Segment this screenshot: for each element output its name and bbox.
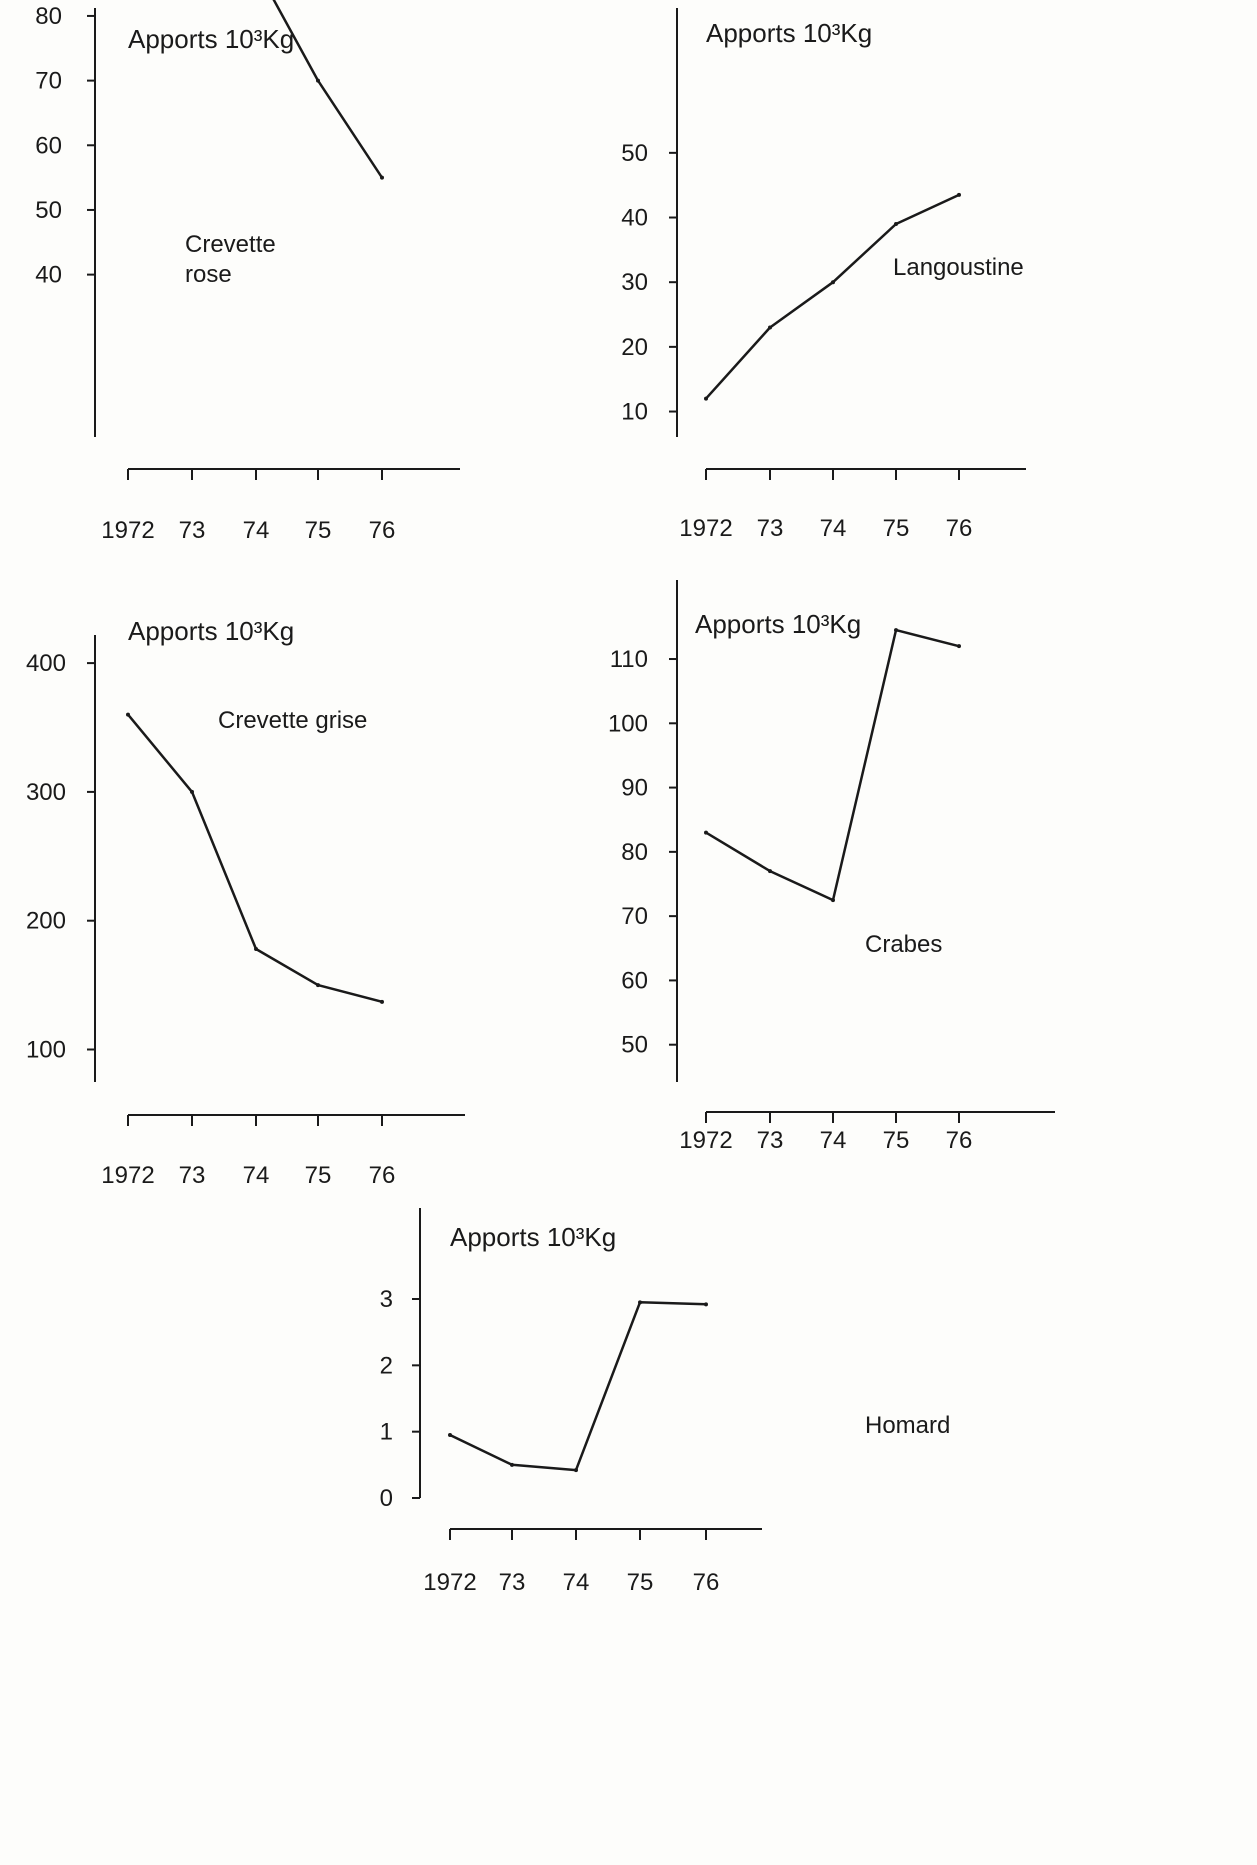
x-tick-label: 74 <box>243 1162 270 1189</box>
x-tick-label: 76 <box>693 1569 720 1596</box>
chart-title: Apports 10³Kg <box>695 609 861 639</box>
data-point <box>316 983 320 987</box>
y-tick-label: 2 <box>380 1352 393 1379</box>
y-tick-label: 80 <box>621 839 648 866</box>
x-tick-label: 1972 <box>679 1127 732 1154</box>
species-label: Crabes <box>865 931 942 958</box>
x-tick-label: 73 <box>757 1127 784 1154</box>
series-line <box>706 630 959 900</box>
y-tick-label: 100 <box>26 1037 66 1064</box>
chart-crabes: Apports 10³Kg 50 60 70 80 90 100 110 1972 73 74 75 7… <box>608 580 1055 1154</box>
data-point <box>510 1463 514 1467</box>
x-tick-label: 76 <box>369 517 396 544</box>
y-tick-label: 300 <box>26 779 66 806</box>
x-tick-label: 76 <box>369 1162 396 1189</box>
x-tick-label: 74 <box>563 1569 590 1596</box>
y-tick-label: 200 <box>26 908 66 935</box>
y-tick-label: 70 <box>35 68 62 95</box>
series-line <box>128 715 382 1002</box>
y-tick-label: 50 <box>35 197 62 224</box>
data-point <box>957 644 961 648</box>
data-point <box>190 790 194 794</box>
x-tick-label: 75 <box>883 1127 910 1154</box>
y-tick-label: 3 <box>380 1286 393 1313</box>
x-tick-label: 1972 <box>101 1162 154 1189</box>
chart-title: Apports 10³Kg <box>450 1222 616 1252</box>
y-tick-label: 60 <box>621 967 648 994</box>
data-point <box>831 280 835 284</box>
data-point <box>448 1433 452 1437</box>
chart-crevette-rose: Apports 10³Kg405060708090197273747576Cre… <box>35 0 460 544</box>
data-point <box>254 947 258 951</box>
x-tick-label: 1972 <box>423 1569 476 1596</box>
x-tick-label: 75 <box>883 515 910 542</box>
data-point <box>574 1468 578 1472</box>
y-tick-label: 10 <box>621 399 648 426</box>
x-tick-label: 73 <box>179 517 206 544</box>
x-tick-label: 74 <box>820 515 847 542</box>
y-tick-label: 1 <box>380 1419 393 1446</box>
y-tick-label: 70 <box>621 903 648 930</box>
data-point <box>768 869 772 873</box>
data-point <box>704 831 708 835</box>
species-label: Crevette grise <box>218 707 367 734</box>
species-label: rose <box>185 261 232 288</box>
y-tick-label: 80 <box>35 3 62 30</box>
series-line <box>450 1302 706 1470</box>
data-point <box>894 628 898 632</box>
data-point <box>831 898 835 902</box>
x-tick-label: 1972 <box>679 515 732 542</box>
x-tick-label: 75 <box>305 1162 332 1189</box>
y-tick-label: 50 <box>621 1032 648 1059</box>
species-label: Homard <box>865 1412 950 1439</box>
chart-title: Apports 10³Kg <box>128 24 294 54</box>
y-tick-label: 90 <box>621 775 648 802</box>
y-tick-label: 110 <box>610 646 648 673</box>
x-tick-label: 76 <box>946 515 973 542</box>
y-tick-label: 0 <box>380 1485 393 1512</box>
chart-homard: Apports 10³Kg 0 1 2 3 1972 73 74 75 76 Homard <box>380 1208 951 1596</box>
y-tick-label: 100 <box>608 710 648 737</box>
chart-title: Apports 10³Kg <box>706 18 872 48</box>
x-tick-label: 73 <box>179 1162 206 1189</box>
data-point <box>380 176 384 180</box>
chart-langoustine: Apports 10³Kg 10 20 30 40 50 1972 73 74 75 76 Lango… <box>621 8 1026 542</box>
y-tick-label: 60 <box>35 132 62 159</box>
x-tick-label: 75 <box>627 1569 654 1596</box>
y-tick-label: 400 <box>26 650 66 677</box>
x-tick-label: 74 <box>243 517 270 544</box>
data-point <box>768 325 772 329</box>
data-point <box>894 222 898 226</box>
y-tick-label: 50 <box>621 140 648 167</box>
y-tick-label: 30 <box>621 269 648 296</box>
species-label: Crevette <box>185 231 276 258</box>
x-tick-label: 74 <box>820 1127 847 1154</box>
y-tick-label: 20 <box>621 334 648 361</box>
data-point <box>638 1300 642 1304</box>
x-tick-label: 76 <box>946 1127 973 1154</box>
x-tick-label: 73 <box>757 515 784 542</box>
data-point <box>380 1000 384 1004</box>
x-tick-label: 75 <box>305 517 332 544</box>
data-point <box>704 397 708 401</box>
y-tick-label: 40 <box>621 205 648 232</box>
data-point <box>957 193 961 197</box>
data-point <box>704 1302 708 1306</box>
data-point <box>316 79 320 83</box>
chart-title: Apports 10³Kg <box>128 616 294 646</box>
y-tick-label: 40 <box>35 262 62 289</box>
chart-crevette-grise: Apports 10³Kg 100 200 300 400 1972 73 74 75 76 Cre… <box>26 616 465 1189</box>
data-point <box>126 713 130 717</box>
x-tick-label: 73 <box>499 1569 526 1596</box>
species-label: Langoustine <box>893 254 1024 281</box>
series-line <box>706 195 959 399</box>
x-tick-label: 1972 <box>101 517 154 544</box>
